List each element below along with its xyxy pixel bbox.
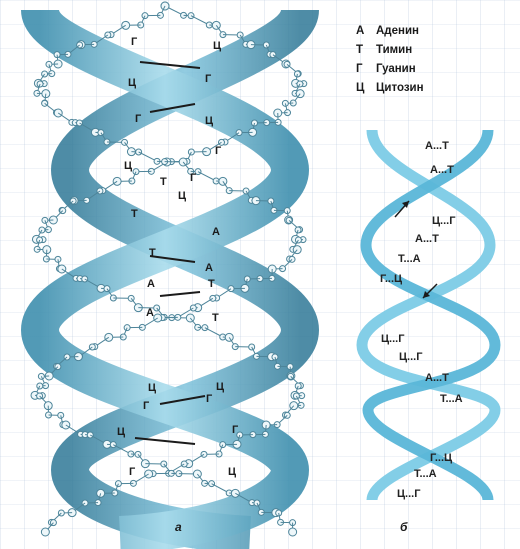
helix-base-letter: Г [206,393,213,405]
schematic-base-pair: Г...Ц [430,452,453,464]
legend-key: Т [356,44,364,56]
helix-base-letter: Ц [213,40,222,52]
panel-label-a: а [175,520,182,534]
helix-base-letter: Г [205,73,212,85]
helix-base-letter: А [212,226,220,238]
helix-base-letter: А [147,278,155,290]
helix-base-letter: Ц [228,466,237,478]
helix-base-letter: Т [149,247,156,259]
schematic-base-pair: А...Т [430,164,454,176]
helix-base-letter: Ц [124,160,133,172]
schematic-base-pair: Ц...Г [432,215,456,227]
helix-strand-front [20,5,310,549]
schematic-base-pair: А...Т [425,140,449,152]
schematic-strand-right [360,129,501,502]
helix-base-letter: Ц [178,190,187,202]
helix-base-letter: Ц [128,77,137,89]
helix-strand-back [50,5,320,549]
helix-base-letter: Ц [205,115,214,127]
panel-label-b: б [400,520,408,534]
helix-base-letter: А [205,262,213,274]
helix-base-letter: Г [143,400,150,412]
base-legend: А Аденин Т Тимин Г Гуанин Ц Цитозин [356,22,506,98]
helix-base-letter: Г [131,36,138,48]
helix-base-letter: Т [208,278,215,290]
helix-base-letter: Т [160,176,167,188]
helix-base-letter: Г [232,424,239,436]
helix-base-letter: Т [131,208,138,220]
legend-name: Тимин [376,44,413,56]
helix-base-letter: Г [135,113,142,125]
helix-base-letter: Ц [117,426,126,438]
legend-row-adenine: А Аденин [356,22,506,41]
atom-beads [30,1,308,537]
helix-base-letter: Г [190,172,197,184]
schematic-base-pair: Ц...Г [399,351,423,363]
atom-bead [121,20,131,30]
helix-base-letter: Ц [148,382,157,394]
helix-base-letter: Т [212,312,219,324]
helix-rungs [134,61,206,445]
legend-name: Аденин [376,25,419,37]
legend-name: Цитозин [376,82,424,94]
helix-base-letter: Г [129,466,136,478]
legend-key: Ц [356,82,365,94]
schematic-base-pair: А...Т [425,372,449,384]
legend-row-thymine: Т Тимин [356,41,506,60]
schematic-base-pair: Т...А [440,393,463,405]
helix-base-letter: А [146,307,154,319]
schematic-helix [356,129,501,502]
schematic-base-pair: Ц...Г [397,488,421,500]
legend-key: Г [356,63,363,75]
legend-row-guanine: Г Гуанин [356,60,506,79]
schematic-base-pair: Т...А [414,468,437,480]
legend-name: Гуанин [376,63,416,75]
atom-bead [40,527,50,537]
helix-base-letter: Г [215,145,222,157]
helix-base-letter: Ц [216,381,225,393]
atom-bead [288,527,298,537]
legend-row-cytosine: Ц Цитозин [356,79,506,98]
schematic-base-pair: Ц...Г [381,333,405,345]
schematic-base-pair: Т...А [398,253,421,265]
schematic-strand-left [356,129,501,502]
schematic-base-pair: Г...Ц [380,273,403,285]
legend-key: А [356,25,365,37]
schematic-base-pair: А...Т [415,233,439,245]
